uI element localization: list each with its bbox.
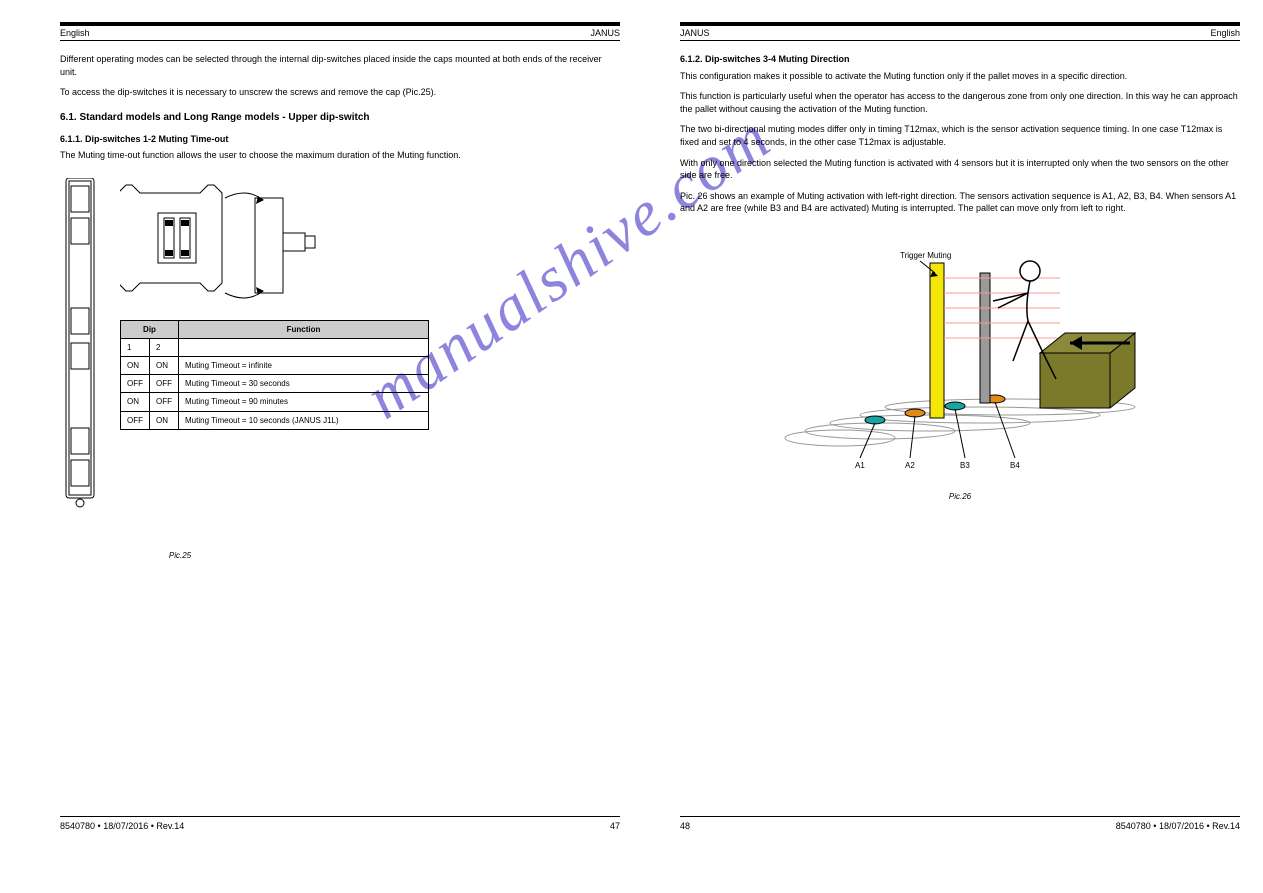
p3: The two bi-directional muting modes diff… xyxy=(680,123,1240,148)
pic26-caption: Pic.26 xyxy=(680,491,1240,502)
left-body: Different operating modes can be selecte… xyxy=(60,53,620,561)
right-body: 6.1.2. Dip-switches 3-4 Muting Direction… xyxy=(680,53,1240,502)
table-row: ON OFF Muting Timeout = 90 minutes xyxy=(121,393,429,411)
p4: With only one direction selected the Mut… xyxy=(680,157,1240,182)
col-dip: Dip xyxy=(121,320,179,338)
trigger-label: Trigger Muting xyxy=(900,251,951,260)
table-header-row: Dip Function xyxy=(121,320,429,338)
page-left: English JANUS Different operating modes … xyxy=(60,25,620,835)
dip-switch-figure xyxy=(120,178,429,312)
svg-text:B3: B3 xyxy=(960,461,970,470)
mode-desc: The Muting time-out function allows the … xyxy=(60,149,620,162)
muting-scene-figure: Trigger Muting A1 A2 B3 B4 Pic.26 xyxy=(680,223,1240,502)
footer-right: 48 8540780 • 18/07/2016 • Rev.14 xyxy=(680,816,1240,835)
p5: Pic. 26 shows an example of Muting activ… xyxy=(680,190,1240,215)
table-row: 1 2 xyxy=(121,338,429,356)
p2: This function is particularly useful whe… xyxy=(680,90,1240,115)
dip-switch-svg xyxy=(120,178,320,308)
ftr-page: 47 xyxy=(610,821,620,831)
device-bar-figure xyxy=(60,178,100,512)
access-text: To access the dip-switches it is necessa… xyxy=(60,86,620,99)
page-right: JANUS English 6.1.2. Dip-switches 3-4 Mu… xyxy=(680,25,1240,835)
footer-left: 8540780 • 18/07/2016 • Rev.14 47 xyxy=(60,816,620,835)
col-func: Function xyxy=(179,320,429,338)
hdr-product: JANUS xyxy=(590,28,620,38)
svg-text:A1: A1 xyxy=(855,461,865,470)
svg-text:A2: A2 xyxy=(905,461,915,470)
section-6-1-1: 6.1.1. Dip-switches 1-2 Muting Time-out xyxy=(60,133,620,146)
ftr-page: 48 xyxy=(680,821,690,831)
hdr-lang: English xyxy=(60,28,90,38)
header-right: JANUS English xyxy=(680,25,1240,41)
ftr-rev: 8540780 • 18/07/2016 • Rev.14 xyxy=(1116,821,1240,831)
table-row: OFF OFF Muting Timeout = 30 seconds xyxy=(121,375,429,393)
table-row: OFF ON Muting Timeout = 10 seconds (JANU… xyxy=(121,411,429,429)
hdr-product: JANUS xyxy=(680,28,710,38)
pic25-caption: Pic.25 xyxy=(0,550,620,561)
intro-text: Different operating modes can be selecte… xyxy=(60,53,620,78)
timeout-table: Dip Function 1 2 ON ON Muting Timeout = … xyxy=(120,320,429,430)
section-6-1: 6.1. Standard models and Long Range mode… xyxy=(60,111,620,125)
muting-scene-svg: Trigger Muting A1 A2 B3 B4 xyxy=(780,223,1140,483)
table-row: ON ON Muting Timeout = infinite xyxy=(121,356,429,374)
ftr-rev: 8540780 • 18/07/2016 • Rev.14 xyxy=(60,821,184,831)
svg-text:B4: B4 xyxy=(1010,461,1020,470)
p1: This configuration makes it possible to … xyxy=(680,70,1240,83)
hdr-lang: English xyxy=(1210,28,1240,38)
section-6-1-2: 6.1.2. Dip-switches 3-4 Muting Direction xyxy=(680,53,1240,66)
device-bar-svg xyxy=(60,178,100,508)
header-left: English JANUS xyxy=(60,25,620,41)
